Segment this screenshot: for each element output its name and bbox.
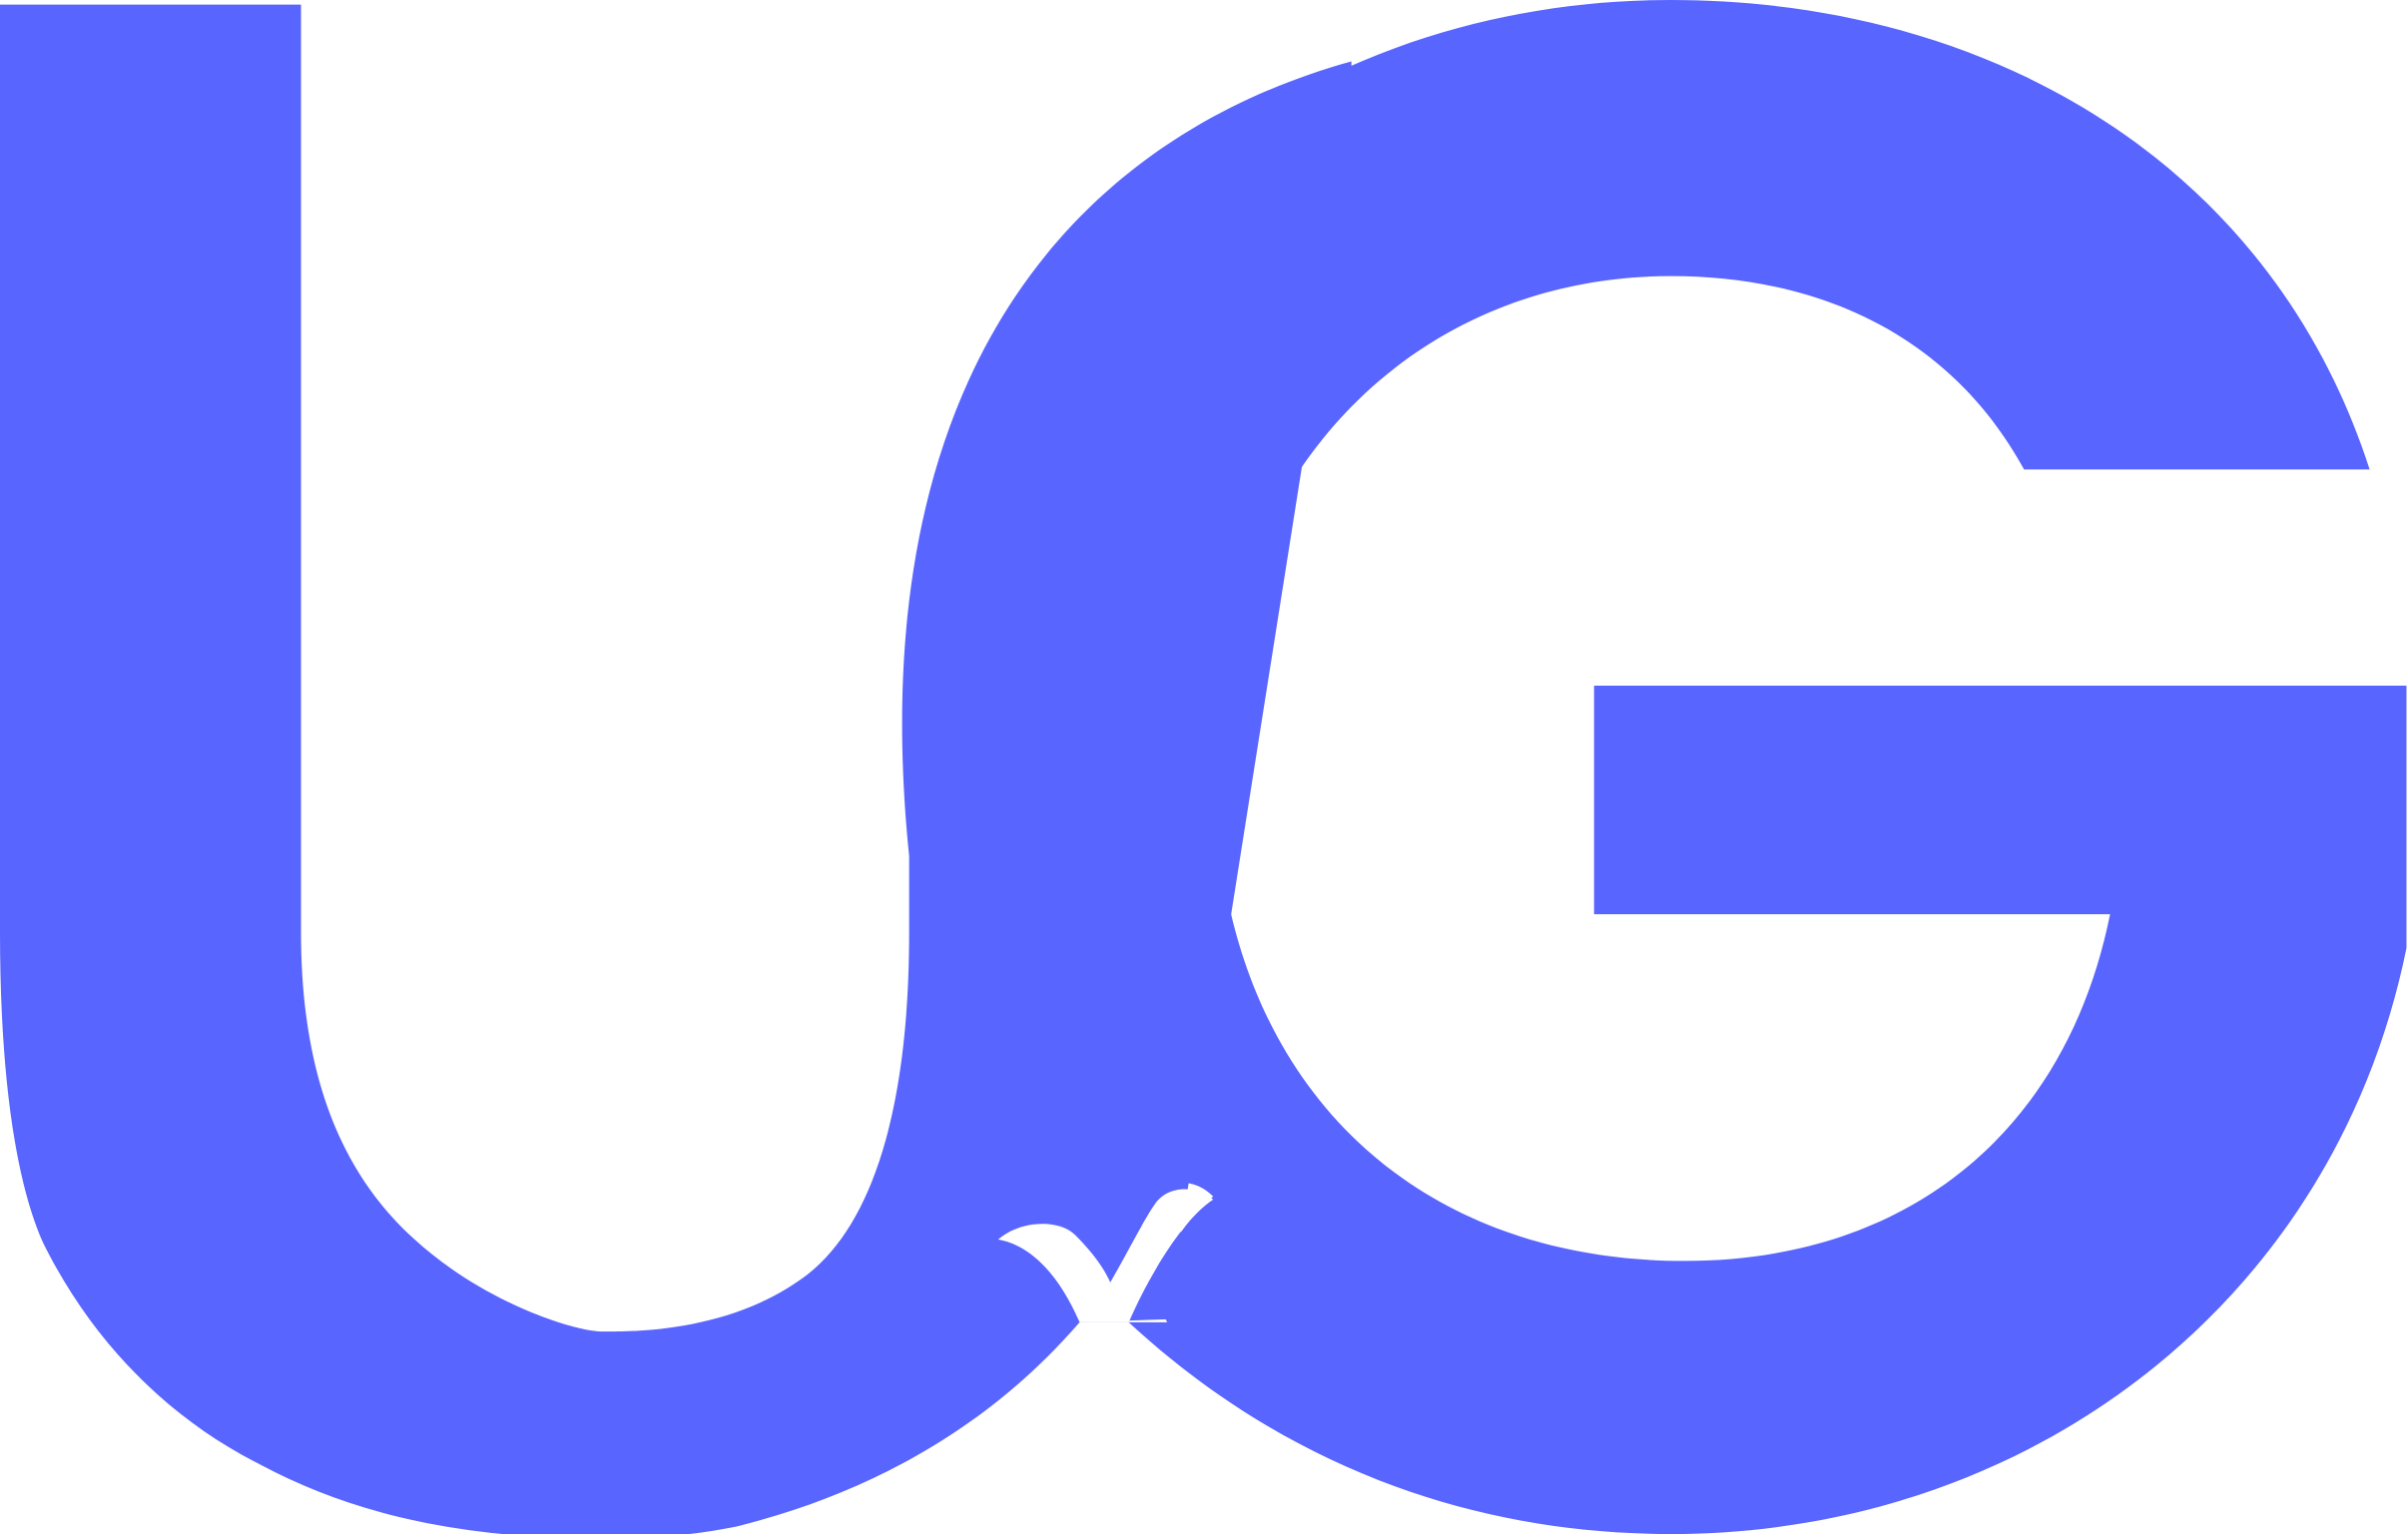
- letter-g-shape: [905, 0, 2407, 1534]
- checkmark-accent-icon: [997, 1189, 1214, 1322]
